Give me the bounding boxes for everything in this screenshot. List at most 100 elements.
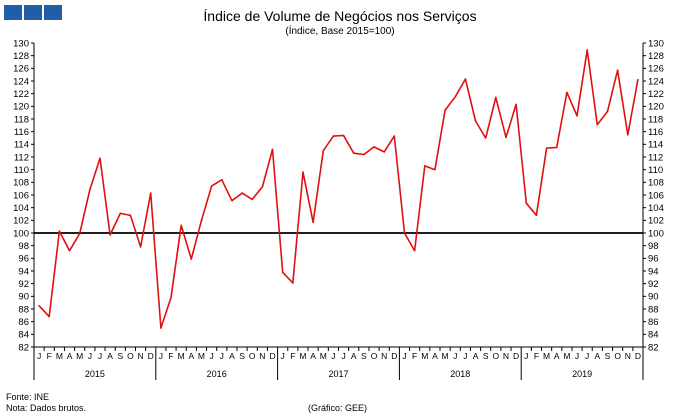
y-tick-label-right: 106 bbox=[648, 190, 664, 201]
month-label: J bbox=[281, 351, 285, 361]
month-label: M bbox=[198, 351, 205, 361]
month-label: O bbox=[493, 351, 500, 361]
data-point bbox=[78, 232, 81, 235]
data-point bbox=[200, 219, 203, 222]
month-label: F bbox=[412, 351, 417, 361]
month-label: S bbox=[117, 351, 123, 361]
month-label: F bbox=[290, 351, 295, 361]
series-line bbox=[38, 49, 639, 329]
y-tick-label-left: 90 bbox=[18, 292, 29, 303]
y-tick-label-left: 112 bbox=[14, 152, 29, 163]
data-point bbox=[68, 249, 71, 252]
y-tick-label-left: 114 bbox=[14, 140, 29, 151]
data-point bbox=[495, 96, 497, 99]
data-point bbox=[220, 179, 223, 181]
month-label: J bbox=[402, 351, 406, 361]
data-point bbox=[444, 109, 446, 111]
data-point bbox=[190, 258, 193, 260]
data-point bbox=[312, 221, 314, 224]
data-point bbox=[413, 249, 416, 252]
y-tick-label-right: 88 bbox=[648, 304, 659, 315]
data-point bbox=[474, 120, 477, 122]
data-point bbox=[637, 78, 639, 81]
data-point bbox=[373, 146, 375, 148]
data-point bbox=[210, 185, 213, 187]
data-point bbox=[363, 153, 365, 156]
y-axis-left-ticks: 8284868890929496981001021041061081101121… bbox=[13, 38, 34, 353]
data-point bbox=[160, 327, 162, 329]
data-point bbox=[302, 171, 304, 173]
month-label: J bbox=[210, 351, 214, 361]
month-label: M bbox=[299, 351, 306, 361]
month-label: M bbox=[320, 351, 327, 361]
data-point bbox=[251, 198, 254, 201]
y-tick-label-right: 124 bbox=[648, 76, 664, 87]
month-label: F bbox=[47, 351, 52, 361]
month-label: J bbox=[585, 351, 589, 361]
y-tick-label-right: 86 bbox=[648, 317, 659, 328]
y-tick-label-left: 104 bbox=[13, 203, 29, 214]
month-label: O bbox=[371, 351, 378, 361]
month-label: J bbox=[463, 351, 467, 361]
y-tick-label-left: 124 bbox=[13, 76, 29, 87]
data-point bbox=[89, 189, 91, 191]
data-point bbox=[129, 214, 132, 217]
y-tick-label-left: 86 bbox=[18, 317, 29, 328]
month-label: A bbox=[310, 351, 316, 361]
month-label: O bbox=[249, 351, 256, 361]
chart-subtitle: (Índice, Base 2015=100) bbox=[285, 26, 395, 37]
y-tick-label-left: 126 bbox=[13, 64, 29, 75]
y-tick-label-right: 116 bbox=[648, 127, 663, 138]
data-point bbox=[281, 271, 284, 274]
month-label: J bbox=[220, 351, 224, 361]
y-tick-label-right: 94 bbox=[648, 266, 659, 277]
year-label: 2016 bbox=[207, 369, 227, 379]
data-point bbox=[555, 146, 558, 149]
logo bbox=[4, 5, 62, 20]
month-label: J bbox=[159, 351, 163, 361]
month-label: J bbox=[37, 351, 41, 361]
y-tick-label-left: 82 bbox=[18, 342, 29, 353]
y-tick-label-right: 120 bbox=[648, 102, 664, 113]
data-point bbox=[99, 157, 101, 160]
year-label: 2015 bbox=[85, 369, 105, 379]
month-label: N bbox=[625, 351, 631, 361]
y-tick-label-right: 84 bbox=[648, 330, 659, 341]
month-label: S bbox=[483, 351, 489, 361]
y-tick-label-right: 112 bbox=[648, 152, 663, 163]
y-tick-label-left: 88 bbox=[18, 304, 29, 315]
month-label: N bbox=[503, 351, 509, 361]
chart-credit: (Gráfico: GEE) bbox=[308, 403, 368, 413]
y-tick-label-left: 84 bbox=[18, 330, 29, 341]
y-tick-label-right: 110 bbox=[648, 165, 663, 176]
data-point bbox=[393, 135, 396, 137]
y-tick-label-left: 108 bbox=[13, 178, 29, 189]
month-label: D bbox=[269, 351, 275, 361]
data-point bbox=[241, 192, 243, 194]
data-point bbox=[484, 137, 487, 139]
y-tick-label-right: 128 bbox=[648, 51, 664, 62]
month-label: A bbox=[351, 351, 357, 361]
data-point bbox=[119, 212, 122, 215]
month-label: S bbox=[239, 351, 245, 361]
month-label: M bbox=[76, 351, 83, 361]
month-label: A bbox=[594, 351, 600, 361]
month-label: J bbox=[453, 351, 457, 361]
y-tick-label-left: 110 bbox=[14, 165, 29, 176]
month-label: S bbox=[605, 351, 611, 361]
y-tick-label-right: 92 bbox=[648, 279, 659, 290]
y-tick-label-left: 98 bbox=[18, 241, 29, 252]
data-point bbox=[149, 192, 152, 194]
month-label: O bbox=[614, 351, 621, 361]
month-label: A bbox=[107, 351, 113, 361]
year-label: 2018 bbox=[450, 369, 470, 379]
data-point bbox=[454, 96, 457, 98]
month-label: M bbox=[563, 351, 570, 361]
chart-title: Índice de Volume de Negócios nos Serviço… bbox=[203, 8, 477, 24]
data-point bbox=[616, 69, 619, 72]
data-point bbox=[545, 147, 548, 149]
month-label: N bbox=[259, 351, 265, 361]
month-label: A bbox=[554, 351, 560, 361]
data-point bbox=[342, 134, 345, 137]
